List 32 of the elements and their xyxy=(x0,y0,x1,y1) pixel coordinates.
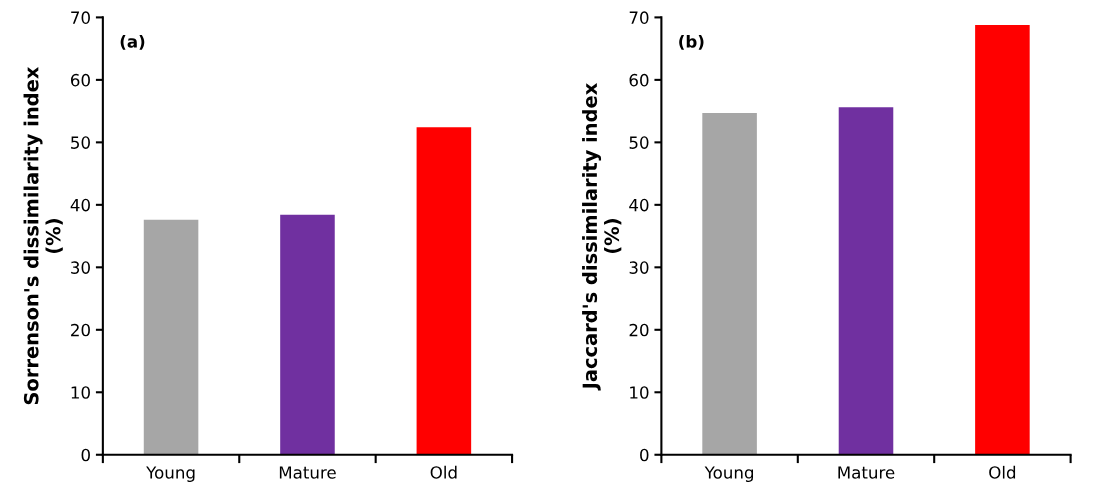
bar xyxy=(143,219,199,455)
y-tick-label: 60 xyxy=(71,73,90,87)
y-tick-label: 40 xyxy=(629,198,649,212)
x-tick-label: Young xyxy=(146,466,195,482)
y-tick-label: 50 xyxy=(71,136,90,149)
bar xyxy=(280,214,335,455)
y-axis-title: Sorrenson's dissimilarity index (%) xyxy=(23,66,63,405)
x-tick-label: Mature xyxy=(279,466,336,479)
y-tick-label: 10 xyxy=(71,386,90,399)
y-tick-label: 0 xyxy=(81,448,90,462)
bar xyxy=(838,107,894,455)
y-tick-label: 60 xyxy=(629,73,649,87)
x-tick-label: Old xyxy=(989,465,1016,479)
y-tick-label: 0 xyxy=(640,448,649,462)
annotation: (b) xyxy=(679,34,704,50)
y-axis-title: Jaccard's dissimilarity index (%) xyxy=(582,83,622,391)
annotation: (a) xyxy=(120,34,145,50)
y-tick-label: 20 xyxy=(71,323,90,337)
y-tick-label: 30 xyxy=(629,261,649,274)
y-tick-label: 30 xyxy=(71,261,90,274)
x-tick-label: Mature xyxy=(838,466,895,479)
bar xyxy=(975,24,1030,455)
bar xyxy=(702,112,757,455)
x-tick-label: Young xyxy=(704,466,754,482)
y-tick-label: 70 xyxy=(629,11,649,24)
x-tick-label: Old xyxy=(430,465,457,479)
bar xyxy=(416,127,472,455)
y-tick-label: 50 xyxy=(629,136,649,149)
y-tick-label: 20 xyxy=(629,323,649,337)
y-tick-label: 10 xyxy=(630,386,649,399)
y-tick-label: 70 xyxy=(71,11,90,24)
y-tick-label: 40 xyxy=(70,198,90,212)
